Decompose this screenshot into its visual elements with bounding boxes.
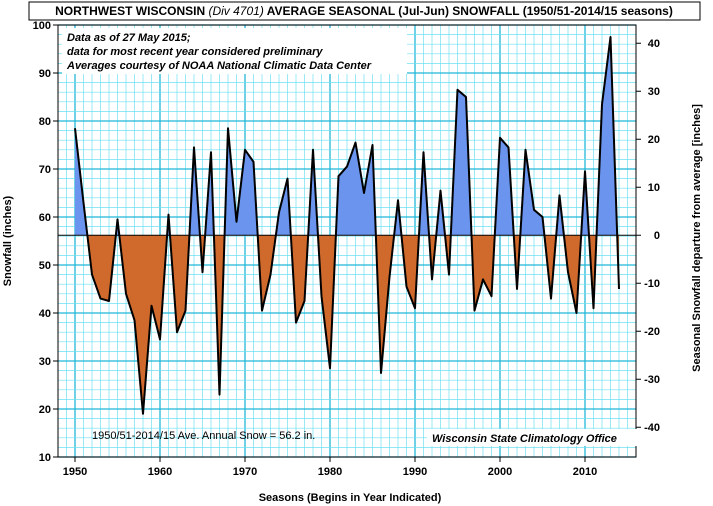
notes-box: Data as of 27 May 2015; data for most re… bbox=[62, 28, 407, 74]
area-above-average bbox=[500, 137, 509, 236]
y-tick-label: 30 bbox=[39, 356, 51, 368]
x-tick-label: 2000 bbox=[488, 466, 512, 478]
area-below-average bbox=[474, 235, 483, 311]
y-tick-label: 80 bbox=[39, 116, 51, 128]
y2-tick-label: 20 bbox=[648, 134, 660, 146]
y2-tick-label: 0 bbox=[654, 230, 660, 242]
x-tick-label: 1970 bbox=[233, 466, 257, 478]
area-above-average bbox=[364, 145, 373, 236]
title-part-1: NORTHWEST WISCONSIN bbox=[55, 4, 208, 18]
area-below-average bbox=[92, 235, 101, 299]
chart-title: NORTHWEST WISCONSIN (Div 4701) AVERAGE S… bbox=[55, 4, 673, 18]
y2-tick-label: -30 bbox=[644, 374, 660, 386]
area-above-average bbox=[347, 142, 356, 236]
x-tick-label: 1990 bbox=[403, 466, 427, 478]
note-line-3: Averages courtesy of NOAA National Clima… bbox=[66, 60, 372, 72]
area-above-average bbox=[355, 142, 364, 236]
y2-tick-label: 10 bbox=[648, 182, 660, 194]
x-tick-label: 2010 bbox=[573, 466, 597, 478]
y2-tick-label: 30 bbox=[648, 86, 660, 98]
area-below-average bbox=[296, 235, 305, 323]
area-above-average bbox=[338, 166, 347, 236]
y-tick-label: 100 bbox=[33, 20, 51, 32]
notes-background bbox=[62, 28, 407, 74]
y-tick-label: 40 bbox=[39, 308, 51, 320]
y2-tick-label: -20 bbox=[644, 326, 660, 338]
y-tick-label: 90 bbox=[39, 68, 51, 80]
area-above-average bbox=[602, 37, 611, 236]
area-below-average bbox=[177, 235, 186, 333]
y-tick-label: 70 bbox=[39, 164, 51, 176]
y-tick-label: 60 bbox=[39, 212, 51, 224]
y2-tick-label: 40 bbox=[648, 38, 660, 50]
y-tick-label: 20 bbox=[39, 404, 51, 416]
y-tick-label: 50 bbox=[39, 260, 51, 272]
area-above-average bbox=[457, 89, 466, 236]
area-below-average bbox=[100, 235, 109, 301]
note-line-1: Data as of 27 May 2015; bbox=[67, 32, 191, 44]
area-below-average bbox=[143, 235, 152, 414]
credit-background bbox=[427, 429, 640, 446]
chart-title-box: NORTHWEST WISCONSIN (Div 4701) AVERAGE S… bbox=[28, 1, 701, 21]
area-below-average bbox=[134, 235, 143, 414]
y2-axis-label: Seasonal Snowfall departure from average… bbox=[691, 104, 703, 372]
axis-ticks: 10 20 30 40 50 60 70 80 90 100 -40 -30 -20 -10 0 10 20 30… bbox=[33, 20, 660, 478]
average-note: 1950/51-2014/15 Ave. Annual Snow = 56.2 … bbox=[92, 430, 315, 442]
title-part-2: (Div 4701) bbox=[208, 4, 263, 18]
note-line-2: data for most recent year considered pre… bbox=[67, 46, 323, 58]
title-part-3: AVERAGE SEASONAL (Jul-Jun) SNOWFALL (195… bbox=[264, 4, 673, 18]
x-tick-label: 1960 bbox=[148, 466, 172, 478]
credit-text: Wisconsin State Climatology Office bbox=[432, 433, 617, 445]
area-below-average bbox=[568, 235, 577, 313]
area-below-average bbox=[262, 235, 271, 311]
area-below-average bbox=[483, 235, 492, 297]
y2-tick-label: -40 bbox=[644, 422, 660, 434]
snowfall-series-line bbox=[74, 36, 620, 415]
y-axis-label: Snowfall (inches) bbox=[2, 195, 14, 286]
area-below-average bbox=[321, 235, 330, 369]
y-tick-label: 10 bbox=[39, 452, 51, 464]
title-frame bbox=[28, 1, 701, 21]
x-tick-label: 1950 bbox=[63, 466, 87, 478]
x-axis-label: Seasons (Begins in Year Indicated) bbox=[259, 492, 442, 504]
plot-frame bbox=[57, 24, 637, 458]
area-above-average bbox=[245, 149, 254, 236]
credit-box: Wisconsin State Climatology Office bbox=[427, 429, 640, 446]
y2-tick-label: -10 bbox=[644, 278, 660, 290]
x-tick-label: 1980 bbox=[318, 466, 342, 478]
area-above-average bbox=[279, 178, 288, 236]
